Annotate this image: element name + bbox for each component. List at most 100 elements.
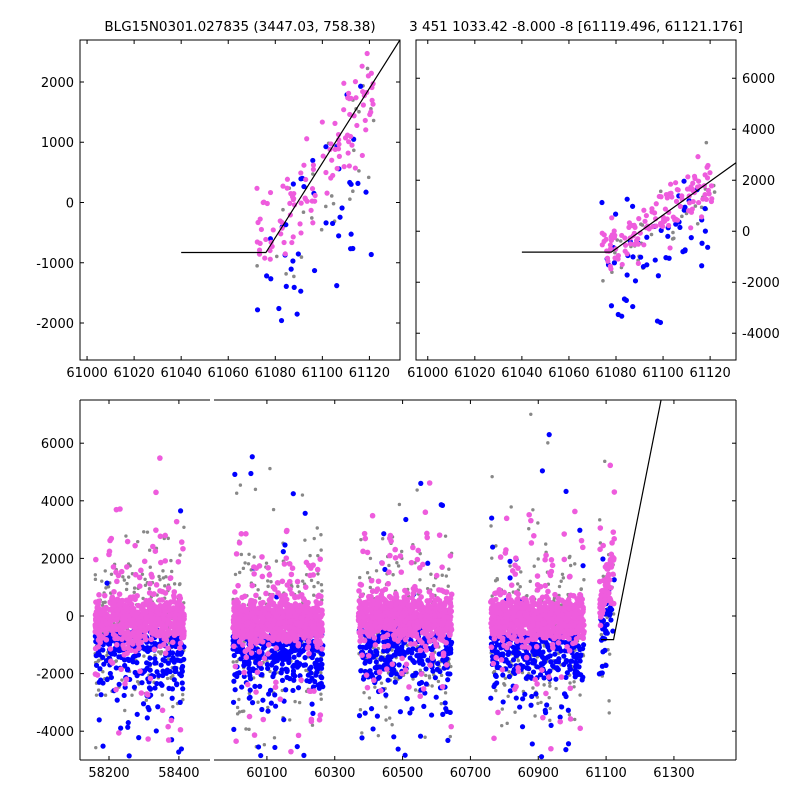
bottom-point-blue: [178, 652, 183, 657]
bottom-point-blue: [445, 671, 450, 676]
top-right-point-pink: [707, 191, 712, 196]
bottom-point-blue: [286, 655, 291, 660]
bottom-point-blue: [136, 735, 141, 740]
bottom-point-pink: [417, 693, 423, 699]
bottom-point-pink: [427, 589, 433, 595]
bottom-point-pink: [440, 620, 446, 626]
bottom-point-pink: [157, 644, 163, 650]
bottom-point-pink: [272, 631, 278, 637]
bottom-point-blue: [145, 666, 150, 671]
top-left-point-blue: [355, 181, 360, 186]
bottom-point-pink: [367, 596, 373, 602]
bottom-point-gray: [546, 441, 549, 444]
top-left-point-pink: [289, 240, 294, 245]
bottom-point-pink: [285, 610, 291, 616]
bottom-point-gray: [148, 587, 151, 590]
bottom-point-pink: [288, 749, 294, 755]
bottom-point-gray: [380, 681, 383, 684]
top-right-point-pink: [704, 197, 709, 202]
bottom-point-blue: [403, 753, 408, 758]
bottom-point-pink: [266, 642, 272, 648]
bottom-point-pink: [292, 595, 298, 601]
bottom-point-blue: [100, 655, 105, 660]
bottom-point-gray: [166, 677, 169, 680]
bottom-point-gray: [244, 727, 247, 730]
bottom-point-gray: [163, 584, 166, 587]
bottom-point-gray: [490, 475, 493, 478]
bottom-point-pink: [313, 614, 319, 620]
bottom-point-gray: [123, 578, 126, 581]
bottom-point-blue: [428, 782, 433, 787]
top-left-point-blue: [369, 252, 374, 257]
bottom-point-pink: [257, 649, 263, 655]
bottom-point-gray: [573, 562, 576, 565]
bottom-point-pink: [136, 645, 142, 651]
top-right-point-pink: [685, 174, 690, 179]
bottom-point-pink: [166, 585, 172, 591]
top-left-point-pink: [311, 162, 316, 167]
top-left-point-blue: [334, 283, 339, 288]
bottom-point-gray: [275, 559, 278, 562]
bottom-point-pink: [270, 638, 276, 644]
bottom-point-pink: [102, 593, 108, 599]
top-left-xtick-label: 61060: [208, 366, 249, 381]
bottom-point-pink: [132, 543, 138, 549]
top-left-point-pink: [365, 51, 370, 56]
bottom-point-gray: [582, 578, 585, 581]
bottom-point-pink: [93, 671, 99, 677]
bottom-point-gray: [301, 579, 304, 582]
bottom-point-pink: [231, 608, 237, 614]
bottom-point-pink: [399, 656, 405, 662]
top-left-point-gray: [348, 197, 352, 201]
bottom-point-pink: [270, 622, 276, 628]
bottom-point-gray: [142, 654, 145, 657]
top-left-point-pink: [348, 134, 353, 139]
bottom-point-pink: [440, 684, 446, 690]
top-right-point-blue: [612, 260, 617, 265]
top-right-point-pink: [636, 216, 641, 221]
bottom-point-gray: [295, 764, 298, 767]
bottom-point-pink: [111, 564, 117, 570]
top-right-point-pink: [600, 242, 605, 247]
bottom-point-pink: [303, 609, 309, 615]
bottom-point-pink: [287, 619, 293, 625]
bottom-point-gray: [94, 578, 97, 581]
bottom-point-pink: [433, 641, 439, 647]
bottom-point-blue: [273, 704, 278, 709]
bottom-point-pink: [424, 535, 430, 541]
bottom-point-blue: [516, 784, 521, 789]
top-right-point-blue: [682, 248, 687, 253]
bottom-point-gray: [136, 540, 139, 543]
bottom-point-blue: [549, 723, 554, 728]
top-left-point-gray: [351, 189, 355, 193]
bottom-point-blue: [231, 679, 236, 684]
bottom-point-pink: [241, 670, 247, 676]
bottom-point-pink: [259, 554, 265, 560]
bottom-point-pink: [148, 676, 154, 682]
bottom-point-pink: [387, 553, 393, 559]
bottom-point-pink: [171, 594, 177, 600]
bottom-point-pink: [448, 625, 454, 631]
top-left-xtick-label: 61080: [255, 366, 296, 381]
bottom-point-blue: [170, 686, 175, 691]
top-left-point-gray: [357, 110, 361, 114]
bottom-point-pink: [275, 580, 281, 586]
top-left-point-blue: [330, 221, 335, 226]
bottom-point-blue: [269, 701, 274, 706]
top-right-point-blue: [630, 204, 635, 209]
bottom-point-pink: [234, 551, 240, 557]
bottom-point-blue: [525, 661, 530, 666]
bottom-point-blue: [381, 531, 386, 536]
bottom-point-blue: [318, 674, 323, 679]
bottom-point-pink: [377, 624, 383, 630]
top-right-point-gray: [705, 141, 709, 145]
bottom-point-gray: [506, 695, 509, 698]
bottom-point-blue: [261, 646, 266, 651]
bottom-point-pink: [295, 579, 301, 585]
bottom-point-gray: [432, 584, 435, 587]
bottom-point-pink: [141, 633, 147, 639]
top-left-point-gray: [284, 272, 288, 276]
bottom-point-blue: [501, 699, 506, 704]
bottom-point-pink: [427, 639, 433, 645]
bottom-point-pink: [231, 643, 237, 649]
